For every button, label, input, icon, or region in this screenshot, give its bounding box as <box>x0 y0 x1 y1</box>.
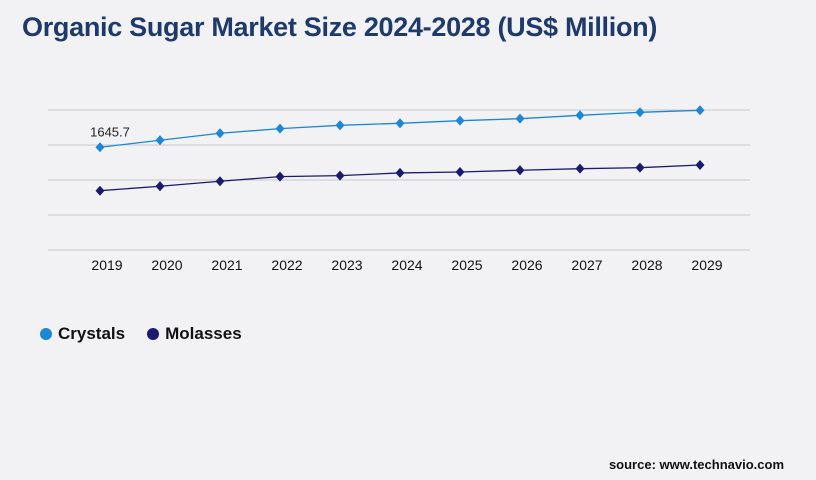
legend-label: Crystals <box>58 324 126 343</box>
data-point <box>575 110 585 121</box>
data-point <box>275 171 285 182</box>
data-point <box>455 115 465 126</box>
data-point <box>515 165 525 176</box>
data-point <box>215 176 225 187</box>
x-tick-label: 2025 <box>451 257 482 273</box>
data-point <box>395 167 405 178</box>
x-tick-label: 2023 <box>331 257 362 273</box>
series-line-crystals <box>99 109 701 148</box>
line-chart: 2019 2020 2021 2022 2023 2024 2025 2026 2027 2028… <box>48 105 750 273</box>
data-point <box>335 120 345 131</box>
data-point <box>575 163 585 174</box>
data-label: 1645.7 <box>90 124 130 139</box>
legend-marker-icon <box>147 328 160 340</box>
x-tick-label: 2027 <box>571 257 602 273</box>
x-tick-label: 2028 <box>631 257 662 273</box>
source-note: source: www.technavio.com <box>608 457 784 472</box>
data-point <box>95 185 105 196</box>
data-point <box>455 166 465 177</box>
legend-item-molasses: Molasses <box>147 324 242 344</box>
data-point <box>95 142 105 153</box>
data-point <box>275 123 285 134</box>
x-tick-label: 2026 <box>511 257 542 273</box>
legend-label: Molasses <box>165 324 242 343</box>
x-tick-label: 2022 <box>271 257 302 273</box>
legend-marker-icon <box>40 328 52 340</box>
x-tick-label: 2024 <box>391 257 422 273</box>
data-point <box>335 170 345 181</box>
data-point <box>515 113 525 124</box>
data-point <box>635 162 645 173</box>
legend: Crystals Molasses <box>40 324 242 344</box>
x-tick-label: 2029 <box>691 257 722 273</box>
data-point <box>395 118 405 129</box>
data-point <box>695 105 705 116</box>
x-tick-label: 2020 <box>151 257 182 273</box>
x-tick-label: 2019 <box>91 257 122 273</box>
data-point <box>215 128 225 139</box>
data-point <box>155 181 165 192</box>
x-tick-label: 2021 <box>211 257 242 273</box>
legend-item-crystals: Crystals <box>40 324 125 344</box>
chart-title: Organic Sugar Market Size 2024-2028 (US$… <box>22 12 658 42</box>
data-point <box>695 159 705 170</box>
data-point <box>635 107 645 118</box>
data-point <box>155 135 165 146</box>
